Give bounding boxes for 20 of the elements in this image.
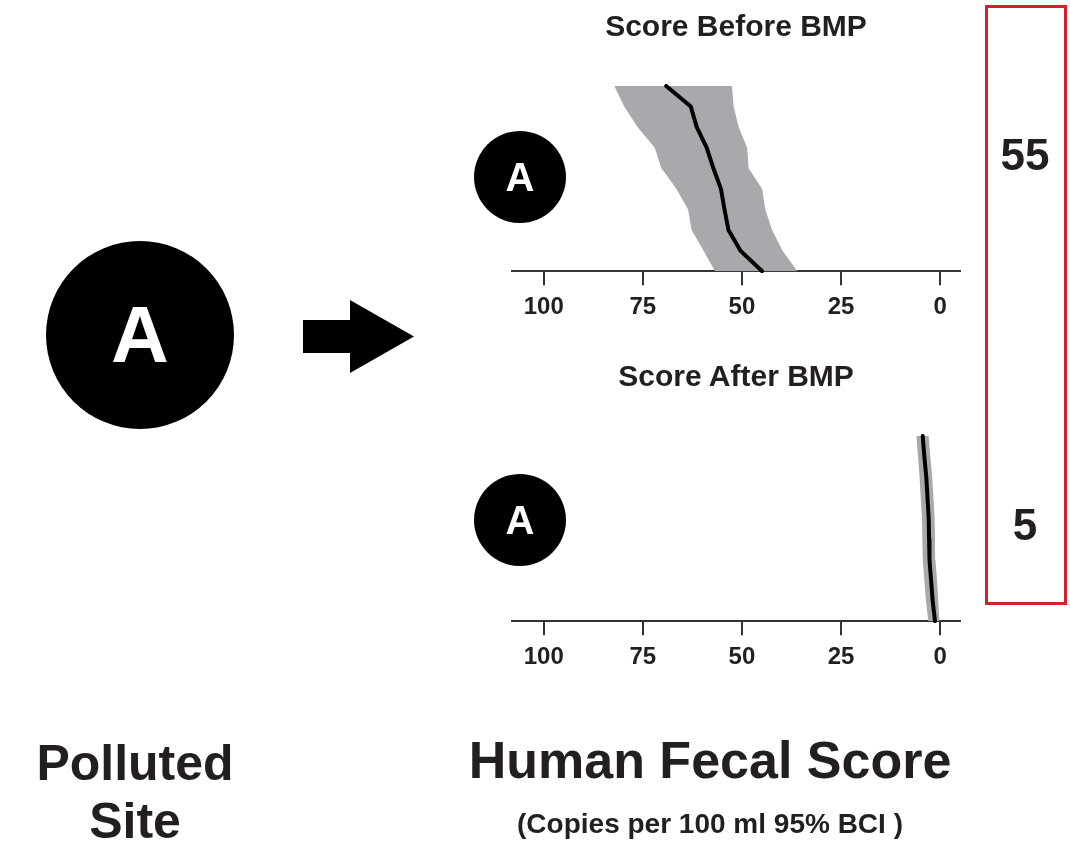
text: (Copies per 100 ml 95% BCI ): [516, 808, 904, 841]
text: 5: [1011, 500, 1039, 551]
x-tick-label: 0: [933, 642, 947, 670]
chart-title: Score Before BMP: [605, 9, 867, 43]
text: 55: [999, 130, 1051, 181]
text: Polluted Site: [35, 735, 235, 849]
x-tick-label: 75: [629, 642, 657, 670]
y-axis-title: A: [474, 474, 566, 566]
x-tick-label: 100: [523, 292, 564, 320]
text: A: [46, 241, 234, 429]
chart-title: Score After BMP: [618, 359, 854, 393]
x-tick-label: 75: [629, 292, 657, 320]
x-axis-title: Human Fecal Score: [467, 730, 953, 790]
x-tick-label: 100: [523, 642, 564, 670]
x-tick-label: 50: [728, 292, 756, 320]
x-tick-label: 50: [728, 642, 756, 670]
x-tick-label: 25: [827, 292, 855, 320]
x-tick-label: 25: [827, 642, 855, 670]
x-tick-label: 0: [933, 292, 947, 320]
y-axis-title: A: [474, 131, 566, 223]
